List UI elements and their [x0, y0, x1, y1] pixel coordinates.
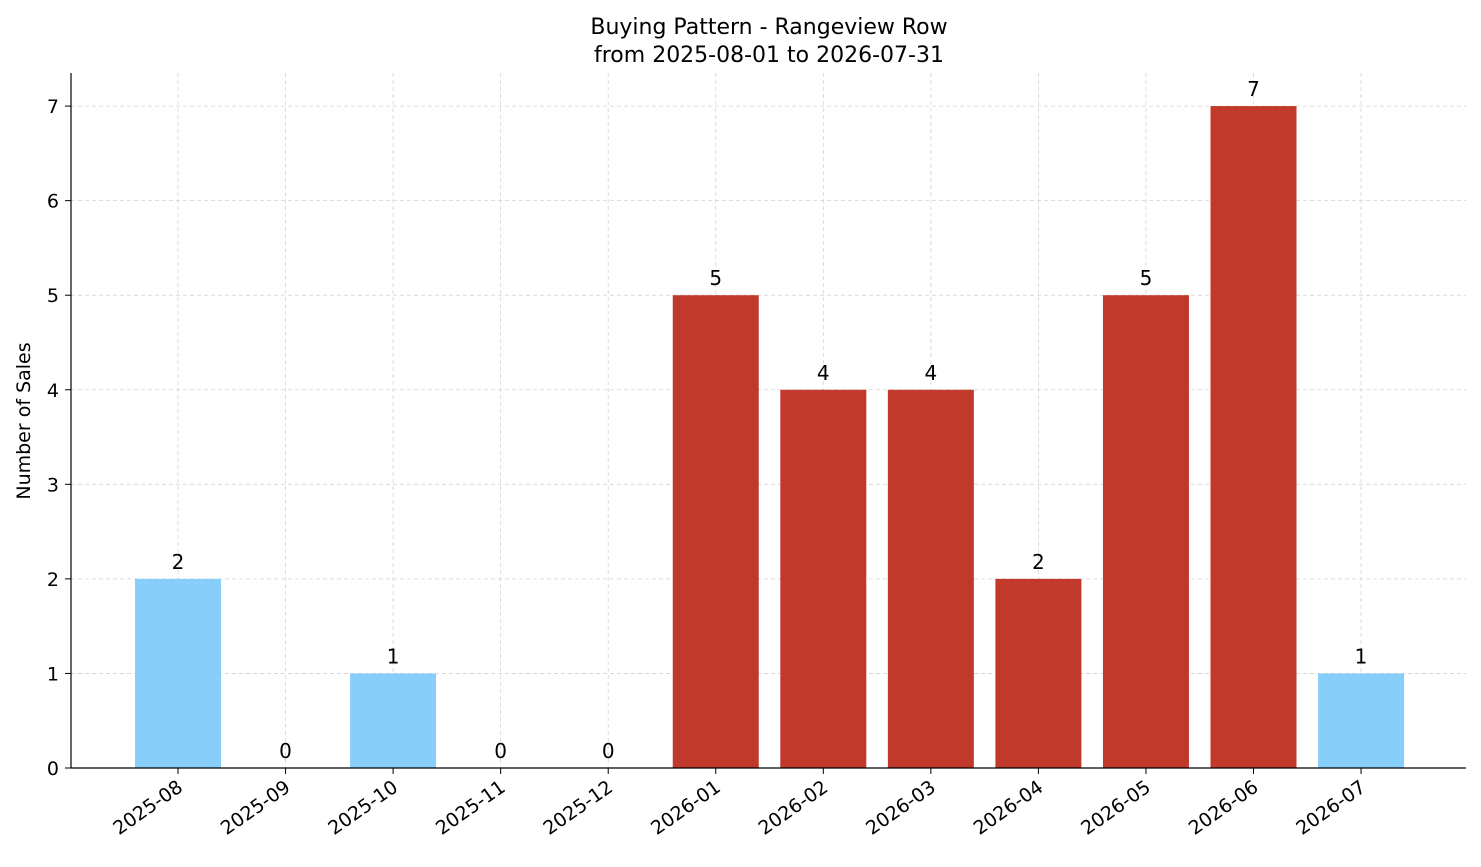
data-label-2026-01: 5 [709, 266, 722, 290]
y-tick-label: 6 [47, 191, 59, 213]
data-label-2026-07: 1 [1355, 644, 1368, 668]
x-tick-label: 2026-05 [1077, 776, 1155, 840]
data-label-2026-05: 5 [1140, 266, 1153, 290]
y-tick-label: 1 [47, 663, 59, 685]
data-label-2026-02: 4 [817, 361, 830, 385]
y-tick-label: 4 [47, 380, 59, 402]
bar-2026-03 [887, 389, 974, 768]
data-label-2026-03: 4 [924, 361, 937, 385]
x-tick-label: 2026-02 [755, 776, 833, 840]
bar-2025-08 [135, 578, 221, 768]
y-tick-label: 0 [47, 758, 59, 780]
axes [70, 73, 1466, 769]
x-tick-label: 2025-08 [109, 776, 187, 840]
x-tick-label: 2025-12 [539, 776, 617, 840]
data-label-2025-12: 0 [602, 739, 615, 763]
data-labels: 2 0 1 0 0 5 4 4 2 5 7 1 [172, 77, 1368, 763]
bar-2025-10 [350, 673, 437, 768]
bar-2026-02 [780, 389, 867, 768]
data-label-2025-11: 0 [494, 739, 507, 763]
x-tick-label: 2026-07 [1292, 776, 1370, 840]
bar-2026-07 [1318, 673, 1405, 768]
data-label-2025-08: 2 [172, 550, 185, 574]
x-tick-label: 2025-10 [324, 776, 402, 840]
data-label-2025-09: 0 [279, 739, 292, 763]
data-label-2026-04: 2 [1032, 550, 1045, 574]
y-tick-label: 7 [47, 96, 59, 118]
bar-2026-05 [1102, 295, 1189, 768]
data-label-2025-10: 1 [387, 644, 400, 668]
x-tick-label: 2026-06 [1185, 776, 1263, 840]
bar-2026-01 [672, 295, 759, 768]
y-tick-label: 3 [47, 474, 59, 496]
y-tick-label: 5 [47, 285, 59, 307]
bar-2026-06 [1210, 106, 1297, 769]
bar-2026-04 [995, 578, 1082, 768]
chart-title: Buying Pattern - Rangeview Row [590, 15, 947, 40]
y-tick-label: 2 [47, 569, 59, 591]
x-tick-label: 2026-03 [862, 776, 940, 840]
data-label-2026-06: 7 [1247, 77, 1260, 101]
y-axis-label: Number of Sales [13, 342, 35, 499]
x-tick-label: 2025-09 [217, 776, 295, 840]
chart-subtitle: from 2025-08-01 to 2026-07-31 [594, 43, 944, 68]
bars [135, 106, 1405, 769]
x-tick-label: 2026-04 [970, 776, 1048, 840]
x-tick-label: 2026-01 [647, 776, 725, 840]
x-tick-label: 2025-11 [432, 776, 510, 840]
